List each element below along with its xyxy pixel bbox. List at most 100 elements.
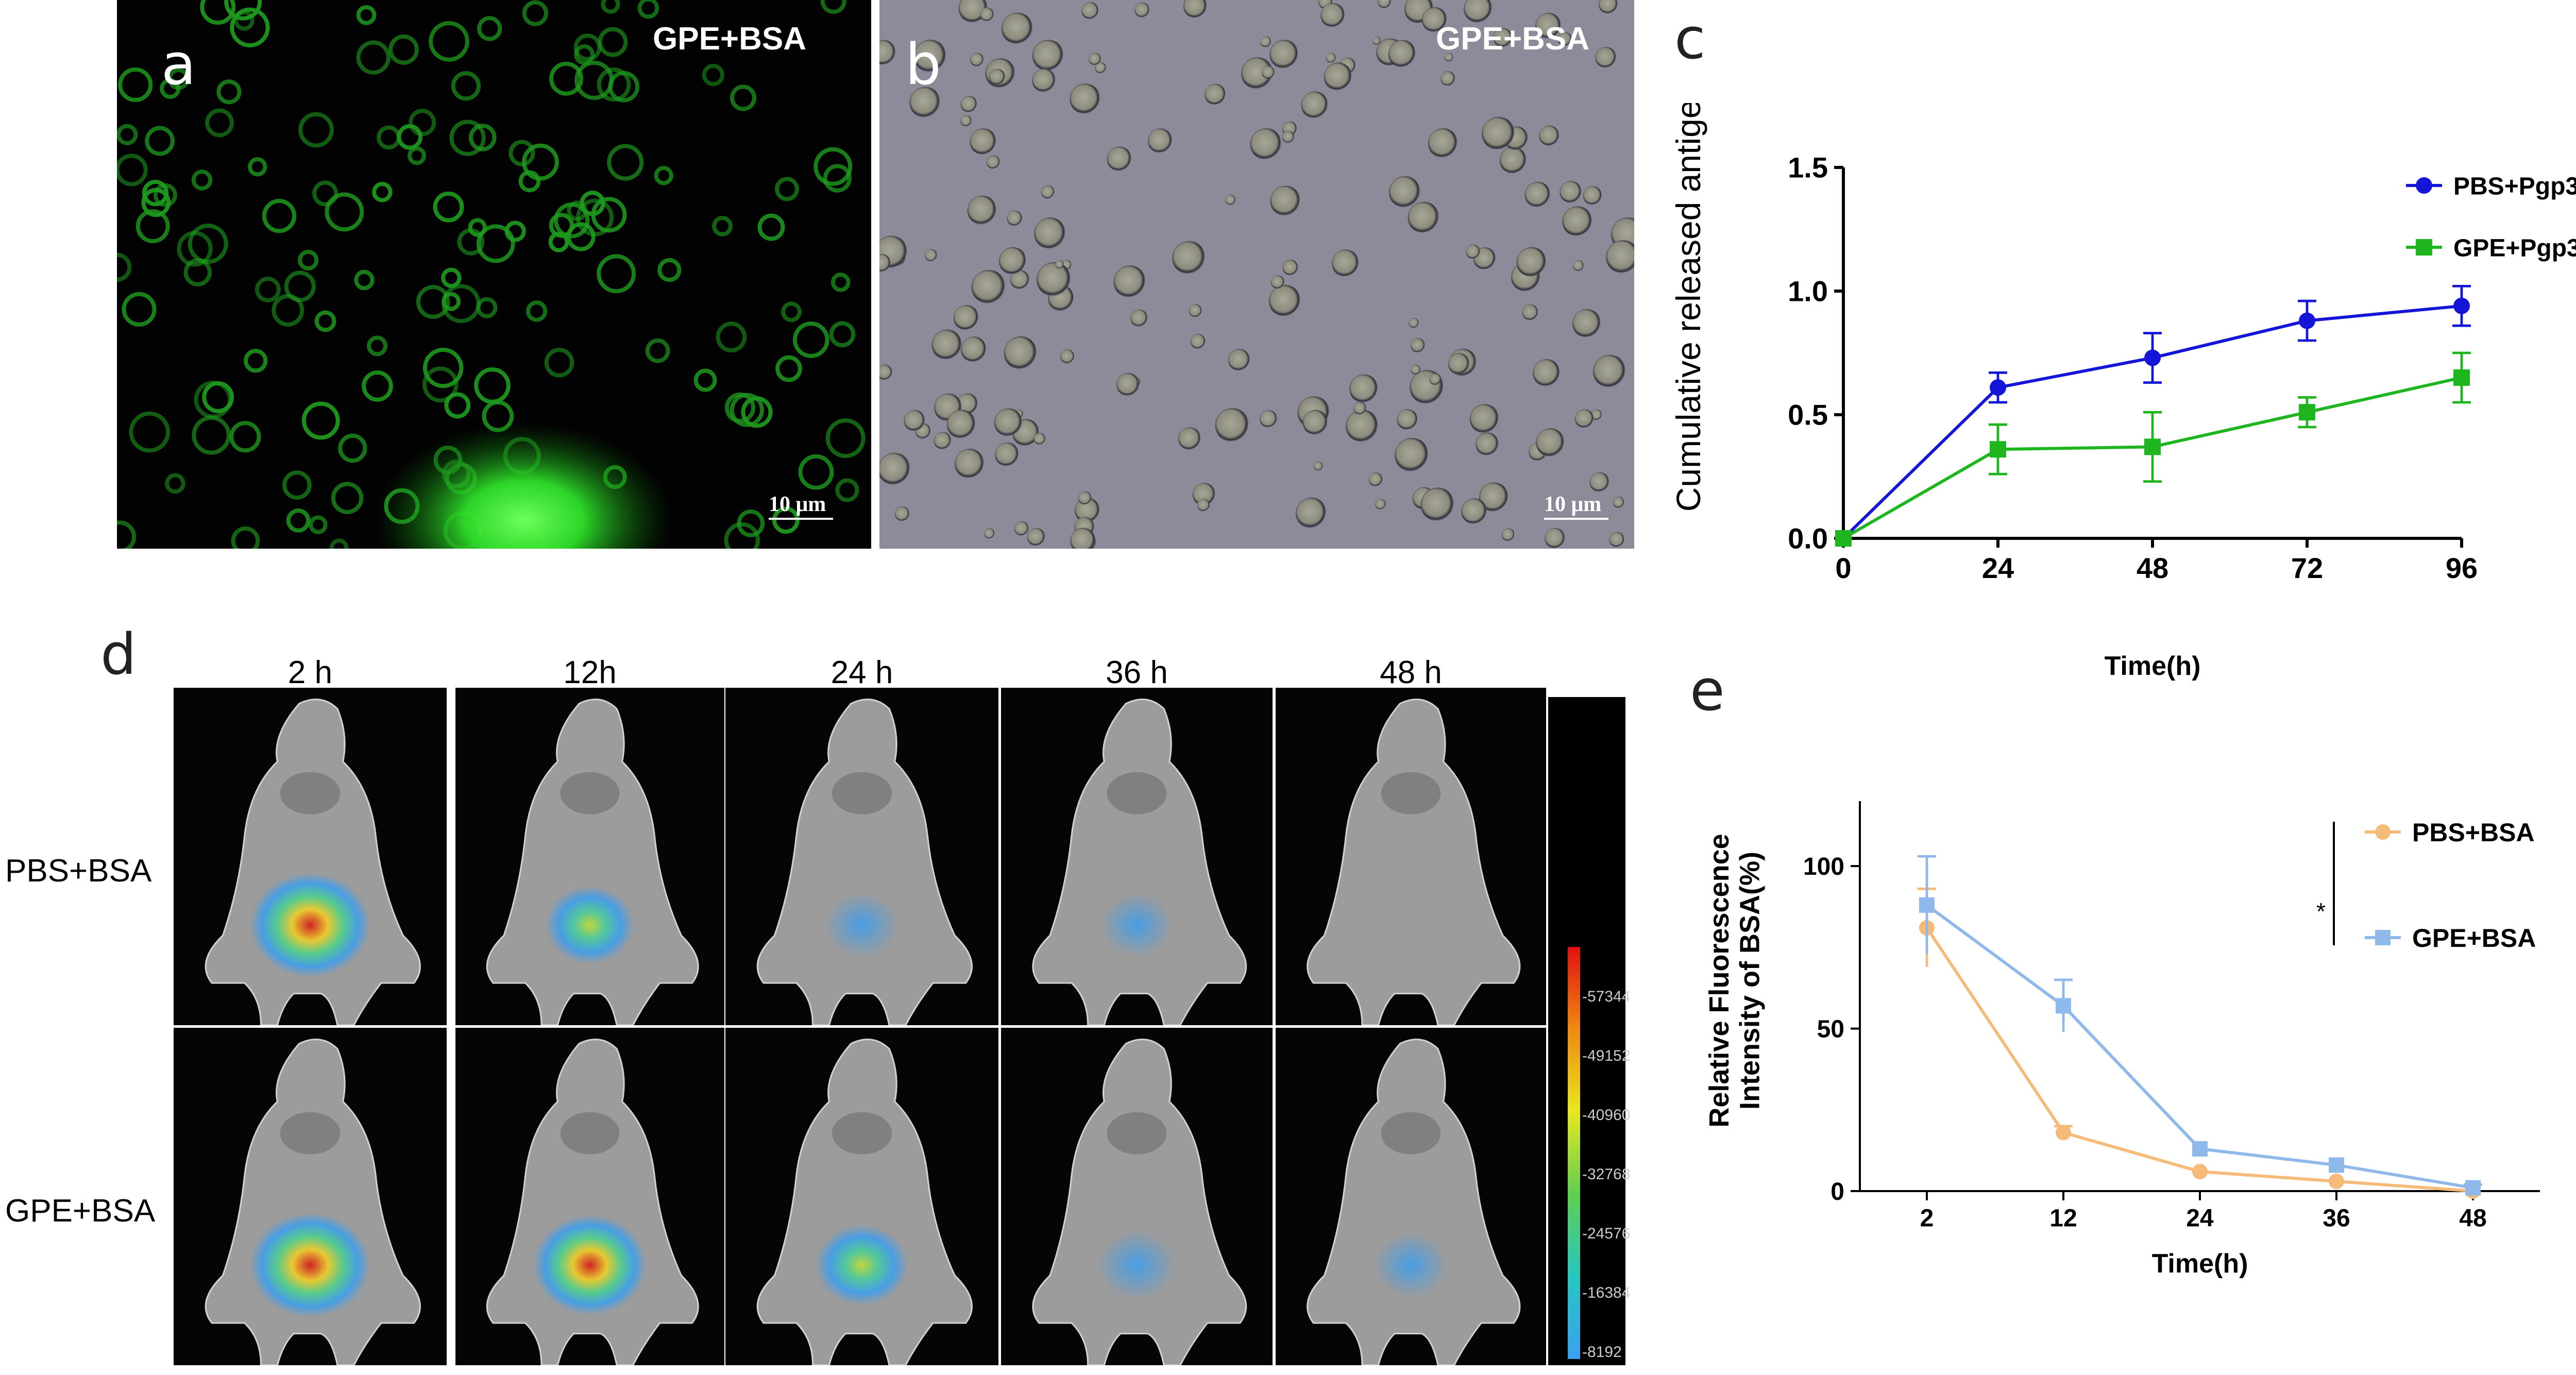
chart-c: 0.0 0.5 1.0 1.5 0 24 48 72 96 Time(h) Cumulative r… (1669, 103, 2576, 681)
colorbar-tick-label: -57344 (1582, 988, 1631, 1005)
cell (1440, 71, 1455, 86)
fluorescence-image (117, 0, 866, 549)
cell (934, 432, 952, 450)
cell (423, 347, 464, 388)
cell (1476, 432, 1499, 456)
cell (202, 381, 234, 413)
mouse-image (174, 688, 447, 1025)
cell (1282, 131, 1295, 143)
mouse-head-shadow (1107, 1112, 1167, 1155)
cell (1107, 146, 1132, 172)
cell (1095, 62, 1107, 74)
cell (657, 258, 682, 282)
scale-bar-a-label: 10 μm (769, 493, 826, 516)
cell (1375, 499, 1386, 510)
cell (1225, 194, 1236, 206)
cell (989, 69, 1006, 86)
data-point (2144, 349, 2161, 366)
cell (1482, 116, 1515, 150)
panel-b-title: GPE+BSA (1436, 21, 1590, 57)
legend-marker (2416, 177, 2432, 194)
cell (1388, 176, 1421, 208)
mouse-head-shadow (1107, 772, 1167, 814)
mouse-head-shadow (280, 772, 341, 814)
colorbar-tick-label: -8192 (1582, 1344, 1622, 1361)
cell (262, 199, 297, 233)
data-point (2056, 1125, 2071, 1141)
time-label: 24 h (831, 655, 893, 690)
cell (986, 155, 1001, 169)
row-label: GPE+BSA (5, 1193, 156, 1229)
mouse-body (756, 1038, 973, 1365)
cell (1574, 409, 1594, 429)
cell (1461, 498, 1487, 524)
fluorescence-signal (815, 1225, 909, 1305)
cell (1560, 181, 1582, 203)
cell (925, 249, 938, 262)
cell (522, 0, 548, 26)
cell (1448, 353, 1470, 375)
cell (457, 228, 485, 256)
cell (388, 34, 419, 65)
cell (1228, 349, 1250, 371)
time-label: 36 h (1106, 655, 1168, 690)
cell (1189, 304, 1202, 318)
data-point (1919, 897, 1935, 913)
cell (961, 336, 987, 363)
legend-marker (2416, 239, 2432, 256)
cell (607, 144, 644, 181)
cell (573, 33, 602, 61)
cell (1014, 521, 1029, 536)
cell (1536, 428, 1565, 457)
cell (1464, 0, 1493, 23)
cell (730, 393, 764, 427)
cell (960, 115, 972, 127)
cell (970, 53, 984, 67)
cell (576, 198, 614, 236)
legend-label: PBS+Pgp3 (2453, 173, 2576, 200)
cell (549, 61, 583, 96)
cell (1089, 53, 1101, 65)
fluorescence-signal (825, 893, 899, 957)
cell (372, 182, 393, 202)
cell (476, 297, 498, 318)
cell (984, 528, 995, 539)
cell (1535, 12, 1562, 39)
cell (1060, 349, 1075, 364)
legend-label: GPE+Pgp3 (2453, 234, 2576, 262)
panel-label-e: e (1690, 657, 1725, 723)
cell (231, 526, 260, 549)
cell (1032, 40, 1064, 72)
mouse-silhouette (1307, 698, 1521, 1025)
cell (953, 305, 979, 331)
cell (135, 209, 170, 244)
x-tick-label: 72 (2291, 552, 2323, 584)
cell (377, 125, 401, 150)
cell (967, 195, 997, 225)
mouse-image (1001, 1028, 1273, 1365)
mouse-silhouette (486, 1038, 699, 1365)
cell (829, 321, 856, 348)
cell (117, 252, 132, 282)
cell (894, 506, 910, 521)
cell (1372, 37, 1381, 45)
mouse-body (756, 698, 973, 1025)
y-axis-label: Cumulative released antigen (1669, 103, 1707, 512)
mouse-image (725, 1028, 998, 1365)
cell (248, 157, 267, 177)
mouse-image (455, 1028, 724, 1365)
cell (1078, 491, 1092, 505)
cell (1428, 128, 1458, 159)
mouse-silhouette (756, 698, 973, 1025)
cell (429, 21, 469, 62)
cell (1598, 0, 1618, 14)
cell (1572, 260, 1584, 271)
cell (1408, 201, 1440, 234)
cell (1591, 409, 1602, 420)
cell (1562, 206, 1593, 237)
colorbar-tick-label: -40960 (1582, 1107, 1631, 1124)
cell (1378, 0, 1392, 9)
cell (1324, 62, 1352, 91)
cell (1409, 318, 1419, 328)
cell (356, 5, 377, 25)
